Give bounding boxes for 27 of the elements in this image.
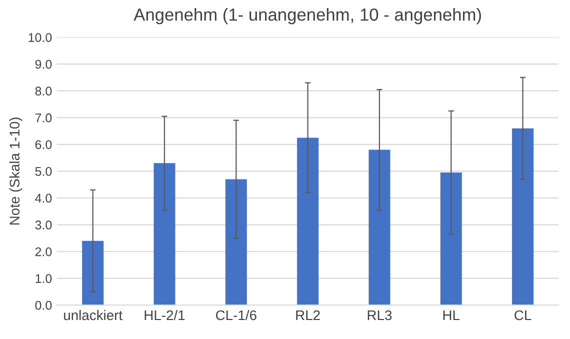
- bar: [225, 179, 247, 306]
- x-tick-label: HL-2/1: [144, 310, 185, 320]
- x-tick-label: HL: [443, 310, 460, 320]
- y-tick-label: 6.0: [35, 140, 52, 150]
- x-tick-label: CL: [514, 310, 532, 320]
- y-tick-label: 10.0: [28, 33, 52, 42]
- bar: [297, 138, 319, 306]
- bar: [440, 172, 462, 306]
- bar: [154, 163, 176, 306]
- chart-title: Angenehm (1- unangenehm, 10 - angenehm): [134, 8, 481, 24]
- y-tick-label: 9.0: [35, 60, 52, 69]
- y-axis-title: Note (Skala 1-10): [9, 118, 22, 224]
- y-tick-label: 3.0: [35, 220, 52, 230]
- bar: [82, 240, 104, 306]
- bar: [368, 150, 390, 306]
- x-tick-label: unlackiert: [64, 310, 122, 320]
- y-tick-label: 7.0: [35, 113, 52, 122]
- bar: [512, 128, 534, 306]
- x-tick-label: RL3: [368, 310, 392, 320]
- y-tick-label: 5.0: [35, 166, 52, 176]
- y-tick-label: 4.0: [35, 194, 52, 203]
- y-tick-label: 8.0: [35, 86, 52, 96]
- x-tick-label: CL-1/6: [216, 310, 256, 320]
- y-tick-label: 0.0: [35, 300, 52, 310]
- y-tick-label: 2.0: [35, 247, 52, 256]
- x-tick-label: RL2: [296, 310, 320, 320]
- y-tick-label: 1.0: [36, 274, 52, 283]
